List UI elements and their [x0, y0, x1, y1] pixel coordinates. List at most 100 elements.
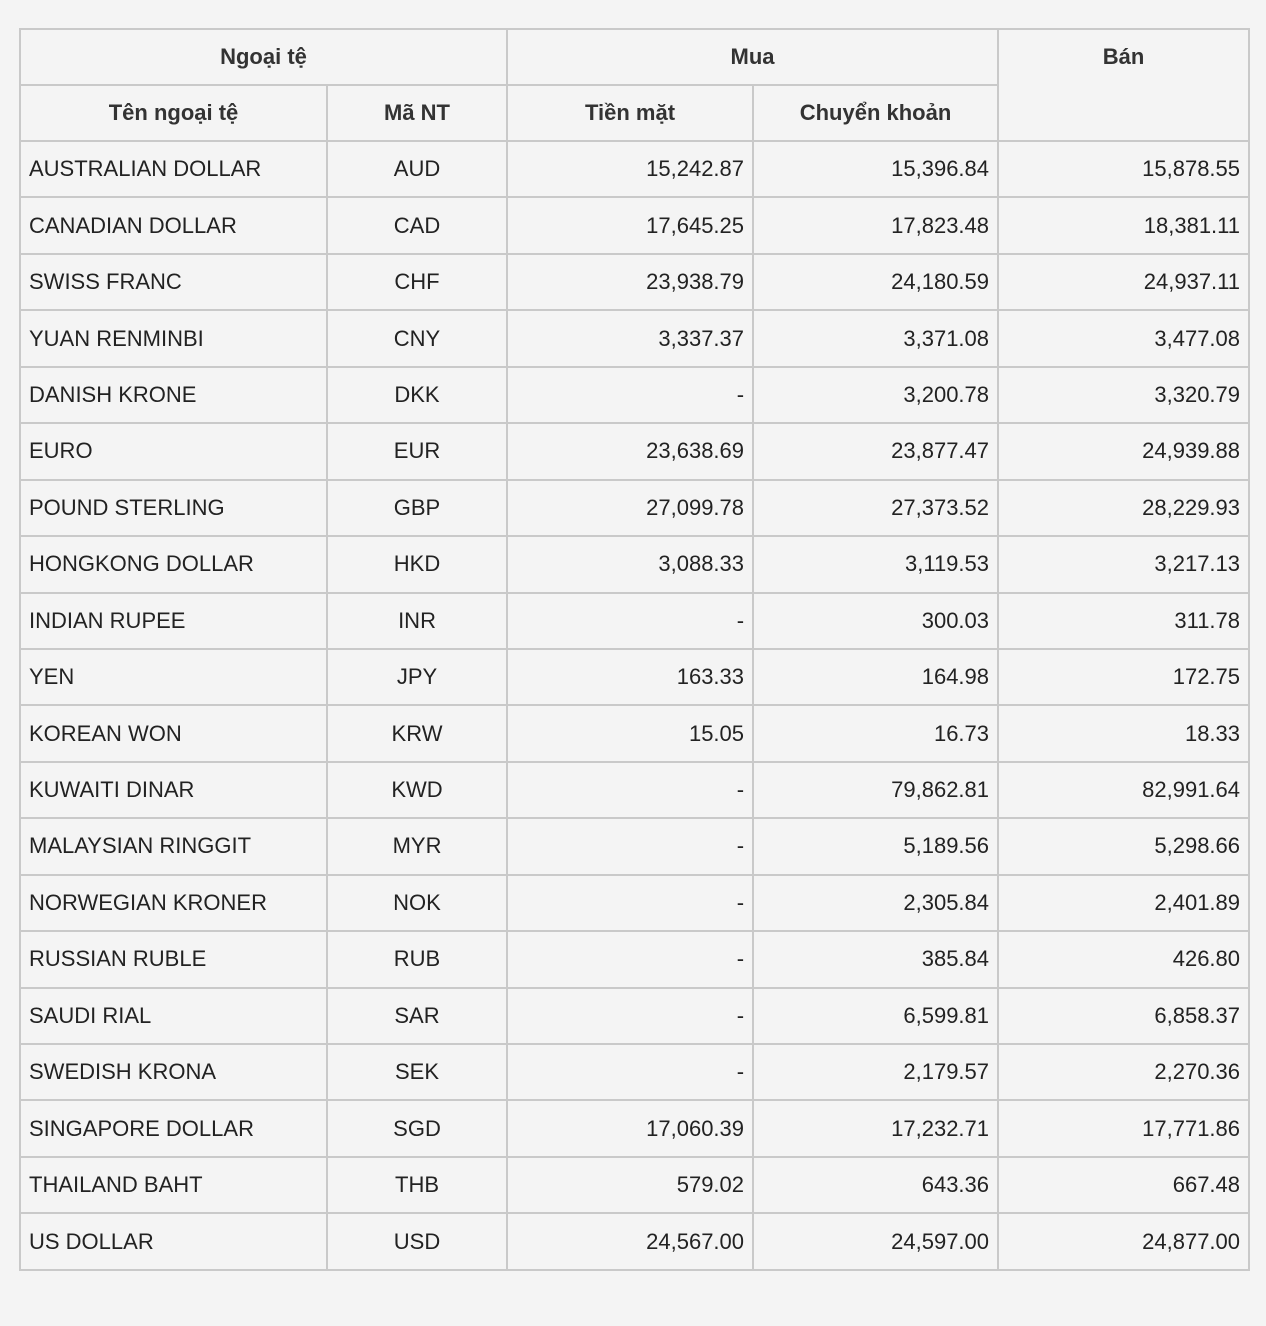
header-currency-group: Ngoại tệ — [18, 28, 509, 86]
sell-cell: 24,877.00 — [997, 1212, 1251, 1271]
currency-code-cell: DKK — [325, 365, 509, 425]
table-row: EURO EUR 23,638.69 23,877.47 24,939.88 — [19, 422, 1251, 481]
buy-transfer-cell: 27,373.52 — [752, 478, 1000, 538]
currency-name-cell: EURO — [19, 422, 328, 481]
table-row: POUND STERLING GBP 27,099.78 27,373.52 28,22… — [19, 478, 1251, 538]
currency-code-cell: THB — [325, 1155, 509, 1215]
currency-name-cell: RUSSIAN RUBLE — [19, 930, 328, 989]
buy-cash-cell: 15,242.87 — [506, 139, 755, 199]
header-buy-transfer: Chuyển khoản — [752, 84, 1000, 142]
currency-name-cell: YUAN RENMINBI — [19, 309, 328, 368]
sell-cell: 18.33 — [997, 704, 1251, 763]
sell-cell: 6,858.37 — [997, 986, 1251, 1046]
currency-name-cell: MALAYSIAN RINGGIT — [19, 817, 328, 876]
table-row: YUAN RENMINBI CNY 3,337.37 3,371.08 3,477.08 — [19, 309, 1251, 368]
table-row: SINGAPORE DOLLAR SGD 17,060.39 17,232.71 17,… — [19, 1099, 1251, 1158]
currency-name-cell: INDIAN RUPEE — [19, 591, 328, 650]
sell-cell: 18,381.11 — [997, 196, 1251, 255]
buy-cash-cell: 15.05 — [506, 704, 755, 763]
buy-transfer-cell: 15,396.84 — [752, 139, 1000, 199]
currency-name-cell: AUSTRALIAN DOLLAR — [19, 139, 328, 199]
buy-cash-cell: 3,088.33 — [506, 535, 755, 594]
sell-cell: 172.75 — [997, 647, 1251, 707]
buy-transfer-cell: 17,232.71 — [752, 1099, 1000, 1158]
currency-name-cell: SWEDISH KRONA — [19, 1042, 328, 1102]
buy-cash-cell: 579.02 — [506, 1155, 755, 1215]
currency-name-cell: SAUDI RIAL — [19, 986, 328, 1046]
exchange-rate-table: Ngoại tệ Mua Bán Tên ngoại tệ Mã NT Tiền… — [18, 28, 1251, 1271]
currency-name-cell: YEN — [19, 647, 328, 707]
buy-cash-cell: 23,938.79 — [506, 252, 755, 312]
buy-transfer-cell: 5,189.56 — [752, 817, 1000, 876]
currency-code-cell: INR — [325, 591, 509, 650]
currency-name-cell: SINGAPORE DOLLAR — [19, 1099, 328, 1158]
sell-cell: 17,771.86 — [997, 1099, 1251, 1158]
buy-cash-cell: - — [506, 591, 755, 650]
currency-name-cell: POUND STERLING — [19, 478, 328, 538]
sell-cell: 426.80 — [997, 930, 1251, 989]
currency-code-cell: HKD — [325, 535, 509, 594]
currency-code-cell: RUB — [325, 930, 509, 989]
currency-code-cell: SGD — [325, 1099, 509, 1158]
buy-transfer-cell: 164.98 — [752, 647, 1000, 707]
sell-cell: 2,270.36 — [997, 1042, 1251, 1102]
table-row: THAILAND BAHT THB 579.02 643.36 667.48 — [19, 1155, 1251, 1215]
table-row: US DOLLAR USD 24,567.00 24,597.00 24,877.00 — [19, 1212, 1251, 1271]
buy-cash-cell: - — [506, 760, 755, 820]
currency-name-cell: THAILAND BAHT — [19, 1155, 328, 1215]
buy-cash-cell: - — [506, 873, 755, 933]
buy-transfer-cell: 3,200.78 — [752, 365, 1000, 425]
buy-transfer-cell: 17,823.48 — [752, 196, 1000, 255]
currency-code-cell: AUD — [325, 139, 509, 199]
sell-cell: 311.78 — [997, 591, 1251, 650]
currency-name-cell: US DOLLAR — [19, 1212, 328, 1271]
table-row: MALAYSIAN RINGGIT MYR -5,189.56 5,298.66 — [19, 817, 1251, 876]
sell-cell: 3,320.79 — [997, 365, 1251, 425]
currency-name-cell: HONGKONG DOLLAR — [19, 535, 328, 594]
table-row: SWEDISH KRONA SEK -2,179.57 2,270.36 — [19, 1042, 1251, 1102]
table-row: HONGKONG DOLLAR HKD 3,088.33 3,119.53 3,217.… — [19, 535, 1251, 594]
buy-transfer-cell: 2,179.57 — [752, 1042, 1000, 1102]
buy-cash-cell: 17,060.39 — [506, 1099, 755, 1158]
table-row: KOREAN WON KRW 15.05 16.73 18.33 — [19, 704, 1251, 763]
sell-cell: 28,229.93 — [997, 478, 1251, 538]
currency-code-cell: USD — [325, 1212, 509, 1271]
buy-cash-cell: - — [506, 365, 755, 425]
buy-cash-cell: 23,638.69 — [506, 422, 755, 481]
header-currency-code: Mã NT — [325, 84, 509, 142]
sell-cell: 2,401.89 — [997, 873, 1251, 933]
currency-code-cell: SAR — [325, 986, 509, 1046]
buy-cash-cell: - — [506, 930, 755, 989]
sell-cell: 5,298.66 — [997, 817, 1251, 876]
table-row: CANADIAN DOLLAR CAD 17,645.25 17,823.48 18,3… — [19, 196, 1251, 255]
header-buy-cash: Tiền mặt — [506, 84, 755, 142]
currency-code-cell: CNY — [325, 309, 509, 368]
sell-cell: 24,939.88 — [997, 422, 1251, 481]
currency-name-cell: SWISS FRANC — [19, 252, 328, 312]
buy-transfer-cell: 6,599.81 — [752, 986, 1000, 1046]
header-buy-group: Mua — [506, 28, 1000, 86]
currency-name-cell: CANADIAN DOLLAR — [19, 196, 328, 255]
buy-cash-cell: - — [506, 817, 755, 876]
table-row: SWISS FRANC CHF 23,938.79 24,180.59 24,937.1… — [19, 252, 1251, 312]
sell-cell: 667.48 — [997, 1155, 1251, 1215]
buy-transfer-cell: 385.84 — [752, 930, 1000, 989]
table-row: YEN JPY 163.33 164.98 172.75 — [19, 647, 1251, 707]
buy-transfer-cell: 23,877.47 — [752, 422, 1000, 481]
currency-name-cell: KUWAITI DINAR — [19, 760, 328, 820]
currency-code-cell: KWD — [325, 760, 509, 820]
currency-name-cell: DANISH KRONE — [19, 365, 328, 425]
table-row: SAUDI RIAL SAR -6,599.81 6,858.37 — [19, 986, 1251, 1046]
currency-name-cell: KOREAN WON — [19, 704, 328, 763]
buy-cash-cell: 27,099.78 — [506, 478, 755, 538]
buy-transfer-cell: 16.73 — [752, 704, 1000, 763]
currency-code-cell: JPY — [325, 647, 509, 707]
sell-cell: 82,991.64 — [997, 760, 1251, 820]
table-row: AUSTRALIAN DOLLAR AUD 15,242.87 15,396.84 15… — [19, 139, 1251, 199]
buy-transfer-cell: 643.36 — [752, 1155, 1000, 1215]
buy-transfer-cell: 24,597.00 — [752, 1212, 1000, 1271]
buy-cash-cell: - — [506, 986, 755, 1046]
buy-cash-cell: 163.33 — [506, 647, 755, 707]
currency-code-cell: SEK — [325, 1042, 509, 1102]
table-row: DANISH KRONE DKK -3,200.78 3,320.79 — [19, 365, 1251, 425]
